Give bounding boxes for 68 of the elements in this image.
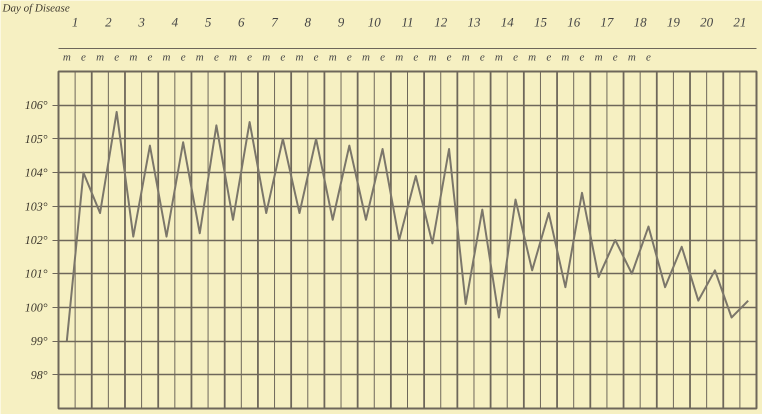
x-tick-label: m	[362, 52, 370, 64]
y-tick-label: 100°	[24, 300, 48, 314]
x2-tick-label: 5	[204, 14, 212, 30]
x-tick-label: e	[147, 52, 152, 64]
x2-tick-label: 8	[304, 14, 312, 30]
x2-tick-label: 10	[368, 14, 382, 30]
x2-tick-label: 17	[600, 14, 614, 30]
x-tick-label: e	[446, 52, 452, 64]
x2-tick-label: 18	[634, 14, 648, 30]
x-tick-label: e	[413, 52, 418, 64]
x2-tick-label: 14	[500, 14, 514, 30]
x-tick-label: m	[229, 52, 238, 64]
x2-tick-label: 1	[72, 14, 78, 30]
x-tick-label: e	[114, 52, 120, 64]
x2-tick-label: 21	[733, 14, 746, 30]
line-series	[66, 110, 750, 342]
x-tick-label: m	[395, 52, 404, 64]
x-tick-label: m	[428, 52, 436, 64]
x-tick-label: e	[513, 52, 518, 64]
x-tick-label: e	[346, 52, 352, 64]
x-tick-label: m	[561, 52, 570, 64]
x-tick-label: e	[180, 52, 186, 64]
x-tick-label: e	[646, 52, 652, 64]
x2-tick-label: 7	[271, 14, 278, 30]
x-tick-label: m	[328, 52, 337, 64]
x-tick-label: m	[628, 52, 636, 64]
x2-tick-label: 9	[338, 14, 345, 30]
y-tick-label: 105°	[24, 132, 48, 146]
x-tick-label: e	[580, 52, 585, 64]
y-tick-label: 98°	[30, 368, 48, 382]
x2-tick-label: 12	[434, 14, 448, 30]
x-tick-label: e	[380, 52, 386, 64]
x-tick-label: m	[528, 52, 536, 64]
x-tick-label: e	[214, 52, 219, 64]
x2-tick-label: 19	[666, 14, 680, 30]
x2-tick-label: 15	[534, 14, 548, 30]
x-tick-label: e	[247, 52, 252, 64]
x-tick-label: m	[594, 52, 603, 64]
x2-tick-label: 2	[105, 14, 112, 30]
x-tick-label: e	[280, 52, 286, 64]
y-tick-label: 99°	[30, 334, 48, 348]
x-axis-title: Day of Disease	[2, 2, 70, 14]
x2-tick-label: 3	[137, 14, 146, 30]
y-tick-label: 102°	[24, 233, 48, 247]
x-tick-label: m	[494, 52, 503, 64]
x-tick-label: e	[480, 52, 485, 64]
x-tick-label: m	[262, 52, 270, 64]
x2-tick-label: 16	[567, 14, 581, 30]
x-tick-label: e	[80, 52, 86, 64]
x-tick-label: e	[612, 52, 618, 64]
x-tick-label: m	[129, 52, 138, 64]
x2-tick-label: 4	[172, 14, 179, 30]
y-tick-label: 106°	[24, 98, 48, 112]
x2-tick-label: 20	[700, 14, 714, 30]
x-tick-label: m	[296, 52, 304, 64]
x-tick-label: m	[462, 52, 470, 64]
x-tick-label: m	[196, 52, 204, 64]
y-tick-label: 101°	[24, 266, 48, 281]
y-tick-label: 103°	[24, 199, 48, 214]
x-tick-label: m	[96, 52, 104, 64]
x2-tick-label: 13	[467, 14, 481, 30]
x-tick-label: e	[546, 52, 552, 64]
x-tick-label: m	[162, 52, 171, 64]
x2-tick-label: 11	[401, 14, 414, 30]
y-tick-label: 104°	[24, 166, 48, 180]
x-tick-label: e	[314, 52, 319, 64]
x2-tick-label: 6	[238, 14, 246, 30]
x-tick-label: m	[62, 52, 71, 64]
